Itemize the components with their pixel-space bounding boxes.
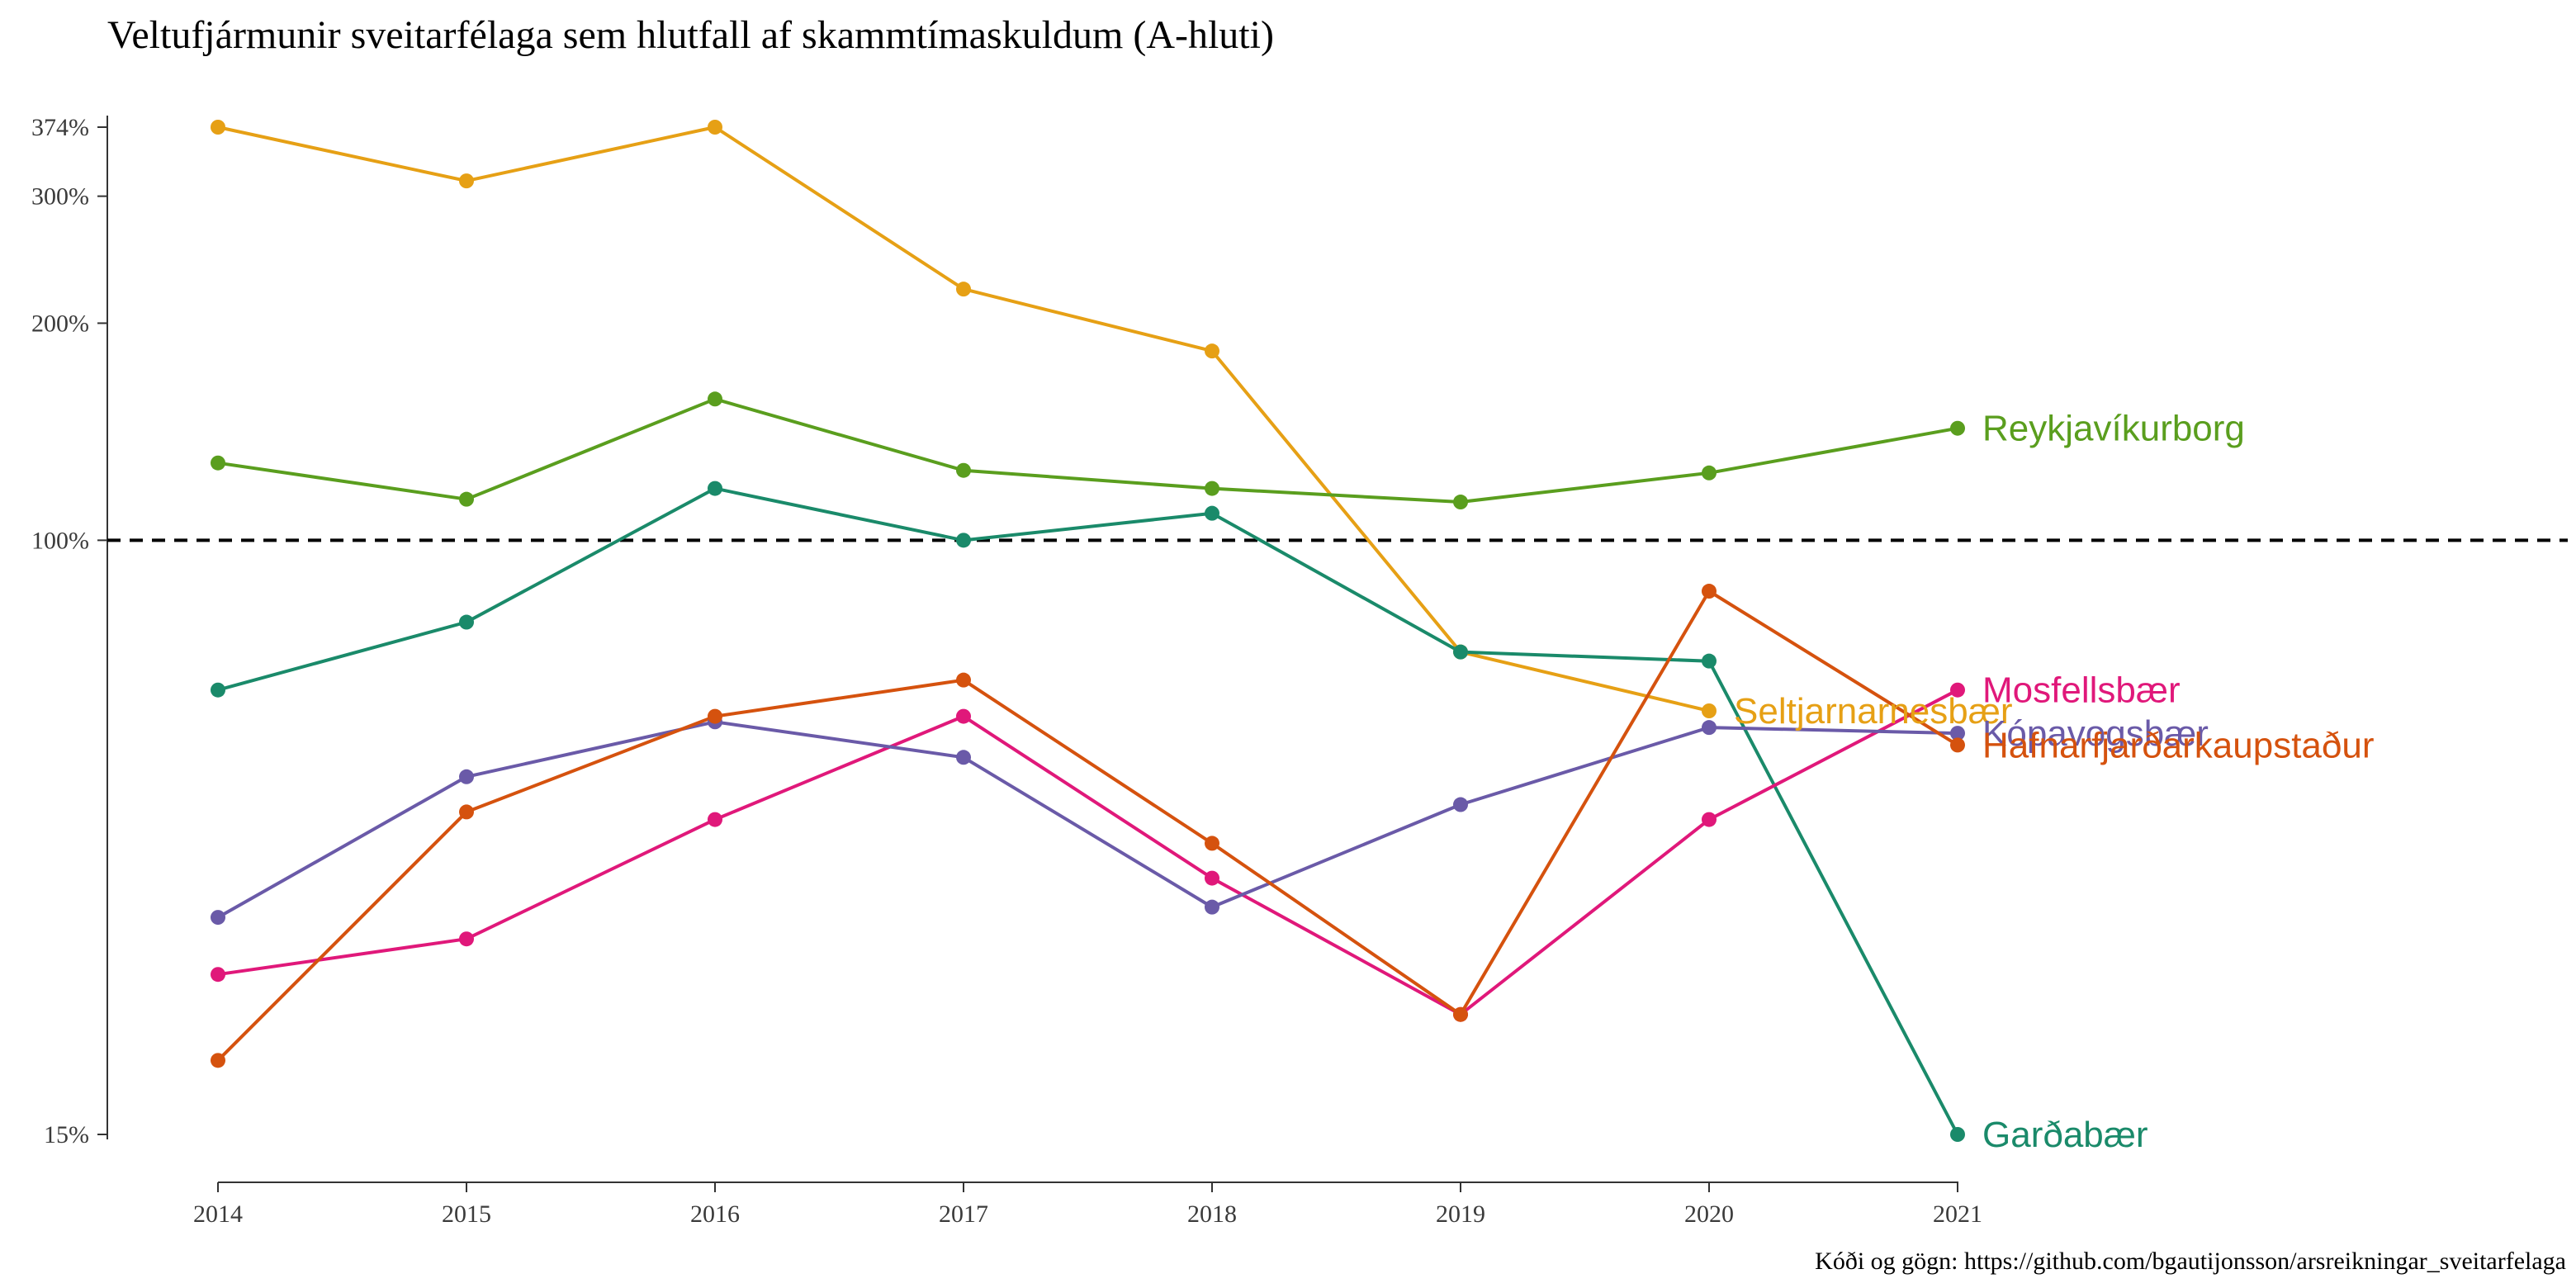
data-point-mosfellsbaer: [1950, 682, 1965, 698]
data-point-reykjavikurborg: [1205, 481, 1219, 496]
chart-caption: Kóði og gögn: https://github.com/bgautij…: [1815, 1248, 2566, 1275]
data-point-hafnarfjardarkaupstadur: [459, 804, 474, 820]
data-point-seltjarnarnesbaer: [211, 120, 225, 135]
y-tick-label: 200%: [31, 310, 89, 337]
y-tick-label: 100%: [31, 527, 89, 554]
data-point-reykjavikurborg: [956, 462, 971, 478]
data-point-gardabaer: [956, 533, 971, 548]
y-tick-label: 300%: [31, 183, 89, 211]
data-point-reykjavikurborg: [459, 491, 474, 507]
x-axis-ticks: 2014 2015 2016 2017 2018 2019 2020 2021: [193, 1182, 1982, 1228]
data-point-gardabaer: [1950, 1127, 1965, 1142]
data-point-mosfellsbaer: [1205, 870, 1219, 886]
data-point-reykjavikurborg: [1702, 465, 1717, 481]
data-point-mosfellsbaer: [211, 967, 225, 983]
data-point-reykjavikurborg: [1950, 420, 1965, 436]
series-line-hafnarfjardarkaupstadur: [216, 590, 1959, 1063]
data-point-seltjarnarnesbaer: [1702, 703, 1717, 718]
x-tick-label: 2015: [442, 1200, 491, 1228]
data-point-mosfellsbaer: [459, 931, 474, 947]
series-label-gardabaer: Garðabær: [1982, 1115, 2148, 1155]
series-label-reykjavikurborg: Reykjavíkurborg: [1982, 409, 2245, 449]
data-point-hafnarfjardarkaupstadur: [1205, 836, 1219, 851]
series-lines: [216, 125, 1959, 1136]
data-point-kopavogsbaer: [459, 769, 474, 784]
series-labels: Seltjarnarnesbær Reykjavíkurborg Garðabær M…: [1734, 409, 2374, 1155]
data-point-gardabaer: [211, 682, 225, 698]
series-line-kopavogsbaer: [216, 720, 1959, 920]
series-label-hafnarfjardarkaupstadur: Hafnarfjarðarkaupstaður: [1982, 725, 2374, 765]
series-label-mosfellsbaer: Mosfellsbær: [1982, 670, 2181, 711]
data-point-seltjarnarnesbaer: [708, 120, 722, 135]
data-point-reykjavikurborg: [1453, 495, 1468, 510]
series-line-seltjarnarnesbaer: [216, 125, 1711, 713]
data-point-seltjarnarnesbaer: [459, 173, 474, 189]
data-point-kopavogsbaer: [956, 750, 971, 765]
data-point-hafnarfjardarkaupstadur: [956, 672, 971, 688]
x-tick-label: 2017: [939, 1200, 988, 1228]
y-axis-ticks: 374% 300% 200% 100% 15%: [31, 114, 107, 1148]
series-label-seltjarnarnesbaer: Seltjarnarnesbær: [1734, 691, 2013, 732]
data-point-mosfellsbaer: [956, 708, 971, 724]
data-point-hafnarfjardarkaupstadur: [1453, 1006, 1468, 1022]
data-point-mosfellsbaer: [708, 812, 722, 827]
x-tick-label: 2021: [1933, 1200, 1982, 1228]
series-line-gardabaer: [216, 486, 1959, 1136]
data-point-hafnarfjardarkaupstadur: [211, 1053, 225, 1068]
data-point-seltjarnarnesbaer: [1205, 343, 1219, 359]
data-point-hafnarfjardarkaupstadur: [708, 708, 722, 724]
data-point-kopavogsbaer: [1702, 720, 1717, 736]
data-point-seltjarnarnesbaer: [956, 282, 971, 297]
data-point-hafnarfjardarkaupstadur: [1950, 737, 1965, 753]
data-point-kopavogsbaer: [1205, 899, 1219, 915]
series-label-kopavogsbaer: Kópavogsbær: [1982, 713, 2209, 754]
x-tick-label: 2014: [193, 1200, 243, 1228]
x-tick-label: 2019: [1436, 1200, 1485, 1228]
data-point-gardabaer: [1453, 644, 1468, 660]
x-tick-label: 2018: [1187, 1200, 1237, 1228]
data-point-kopavogsbaer: [1453, 797, 1468, 812]
y-tick-label: 374%: [31, 114, 89, 141]
series-line-reykjavikurborg: [216, 397, 1959, 504]
data-point-gardabaer: [1205, 505, 1219, 521]
y-tick-label: 15%: [44, 1121, 89, 1148]
data-point-kopavogsbaer: [1950, 726, 1965, 741]
data-point-gardabaer: [459, 614, 474, 630]
chart-title: Veltufjármunir sveitarfélaga sem hlutfal…: [107, 13, 1274, 57]
data-point-reykjavikurborg: [211, 455, 225, 471]
data-point-reykjavikurborg: [708, 391, 722, 407]
data-point-hafnarfjardarkaupstadur: [1702, 584, 1717, 599]
data-point-gardabaer: [708, 481, 722, 496]
x-tick-label: 2020: [1684, 1200, 1734, 1228]
x-tick-label: 2016: [690, 1200, 740, 1228]
series-points: [211, 120, 1965, 1142]
data-point-kopavogsbaer: [211, 910, 225, 926]
data-point-mosfellsbaer: [1702, 812, 1717, 827]
data-point-gardabaer: [1702, 653, 1717, 669]
series-line-mosfellsbaer: [216, 688, 1959, 1016]
